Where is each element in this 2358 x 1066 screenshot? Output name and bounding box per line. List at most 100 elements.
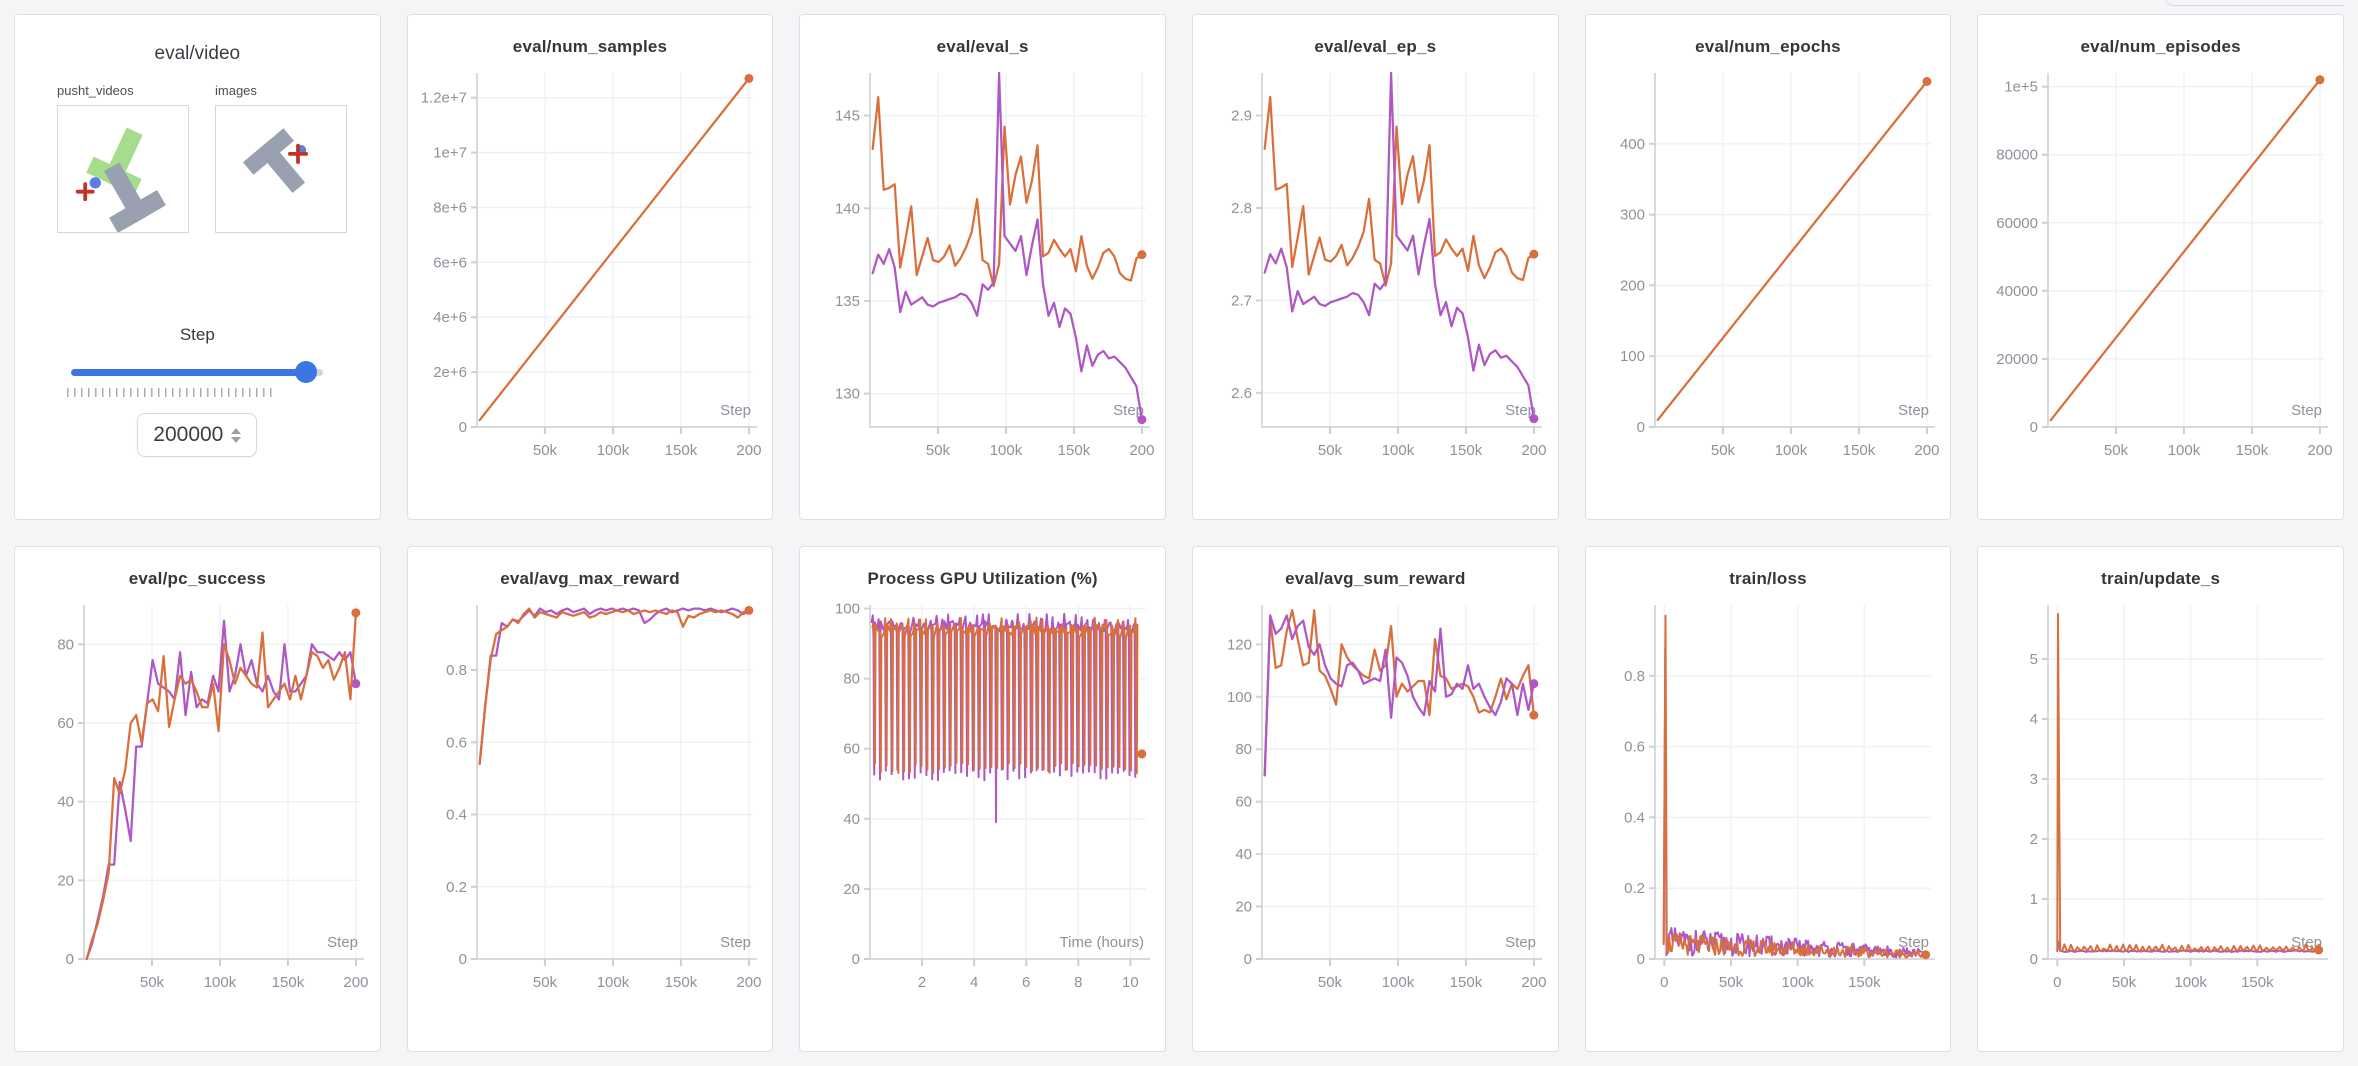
svg-text:2: 2 <box>2029 831 2037 848</box>
chart-title: eval/num_episodes <box>2080 37 2241 56</box>
chart-panel-eval-pc-success[interactable]: eval/pc_success 0 20 40 60 80 50k 100k 150k 200 S… <box>14 546 381 1052</box>
svg-text:150k: 150k <box>1843 442 1876 459</box>
svg-text:145: 145 <box>835 108 860 125</box>
pusht-image-icon <box>242 128 309 193</box>
svg-text:100k: 100k <box>1382 974 1415 991</box>
svg-text:100k: 100k <box>989 442 1022 459</box>
svg-text:50k: 50k <box>926 442 951 459</box>
spinner-up-icon[interactable] <box>231 427 242 434</box>
svg-text:0: 0 <box>2029 419 2037 436</box>
line-chart: 0 20 40 60 80 100 2 4 6 8 10 Time (hours) <box>835 601 1150 991</box>
svg-text:2: 2 <box>918 974 926 991</box>
svg-text:Step: Step <box>2291 402 2322 419</box>
line-chart: 130 135 140 145 50k 100k 150k 200 Step <box>835 71 1154 459</box>
pusht-video-thumbnail[interactable] <box>57 105 189 233</box>
chart-panel-gpu-utilization[interactable]: Process GPU Utilization (%) 0 20 40 60 80 100… <box>799 546 1166 1052</box>
line-chart: 0 20 40 60 80 100 120 50k 100k 150k 200 Step <box>1227 605 1547 991</box>
svg-text:135: 135 <box>835 293 860 310</box>
media-item-images: images <box>215 83 347 233</box>
chart-panel-eval-avg-max-reward[interactable]: eval/avg_max_reward 0 0.2 0.4 0.6 0.8 50k 100k… <box>406 546 774 1052</box>
svg-text:150k: 150k <box>665 442 698 459</box>
svg-text:Step: Step <box>1505 934 1536 951</box>
svg-text:Step: Step <box>327 934 358 951</box>
svg-text:100k: 100k <box>597 974 630 991</box>
svg-text:1e+7: 1e+7 <box>433 145 467 162</box>
svg-text:60: 60 <box>843 741 860 758</box>
svg-text:8e+6: 8e+6 <box>433 199 467 216</box>
chart-title: eval/pc_success <box>128 569 266 588</box>
svg-text:100: 100 <box>835 601 860 618</box>
chart-panel-eval-eval-s[interactable]: eval/eval_s 130 135 140 145 50k 100k 150k 200 St… <box>799 14 1166 520</box>
svg-text:Step: Step <box>1505 402 1536 419</box>
svg-text:100k: 100k <box>1781 974 1814 991</box>
step-number-input[interactable]: 200000 <box>137 413 258 457</box>
media-label: images <box>215 83 257 98</box>
images-thumbnail[interactable] <box>215 105 347 233</box>
chart-panel-eval-avg-sum-reward[interactable]: eval/avg_sum_reward 0 20 40 60 80 100 120 50k 10… <box>1191 546 1559 1052</box>
media-item-pusht-videos: pusht_videos <box>57 83 189 233</box>
svg-text:150k: 150k <box>272 974 305 991</box>
svg-text:60: 60 <box>58 715 75 732</box>
svg-text:0.2: 0.2 <box>446 879 467 896</box>
svg-text:200: 200 <box>1522 974 1547 991</box>
chart-panel-train-loss[interactable]: train/loss 0 0.2 0.4 0.6 0.8 0 50k 100k 150k Step <box>1584 546 1952 1052</box>
chart-panel-eval-num-epochs[interactable]: eval/num_epochs 0 100 200 300 400 50k 100k 150k… <box>1584 14 1952 520</box>
chart-panel-eval-num-episodes[interactable]: eval/num_episodes 0 20000 40000 60000 80000 1… <box>1977 14 2344 520</box>
chart-panel-train-update-s[interactable]: train/update_s 0 1 2 3 4 5 0 50k 100k 150k Step <box>1977 546 2344 1052</box>
svg-text:50k: 50k <box>1318 442 1343 459</box>
svg-text:20: 20 <box>58 872 75 889</box>
svg-text:150k: 150k <box>1848 974 1881 991</box>
svg-text:100k: 100k <box>2174 974 2207 991</box>
line-chart: 0 20000 40000 60000 80000 1e+5 50k 100k 150k 200 S… <box>1996 73 2332 459</box>
svg-text:40: 40 <box>58 794 75 811</box>
chart-title: eval/eval_s <box>936 37 1029 56</box>
svg-text:150k: 150k <box>1057 442 1090 459</box>
spinner-down-icon[interactable] <box>231 436 242 443</box>
svg-text:Step: Step <box>1898 402 1929 419</box>
svg-text:Step: Step <box>720 934 751 951</box>
svg-text:50k: 50k <box>2112 974 2137 991</box>
svg-text:150k: 150k <box>2241 974 2274 991</box>
line-chart: 0 100 200 300 400 50k 100k 150k 200 Step <box>1620 73 1939 459</box>
svg-text:1e+5: 1e+5 <box>2004 79 2038 96</box>
svg-text:100: 100 <box>1620 348 1645 365</box>
svg-text:2e+6: 2e+6 <box>433 364 467 381</box>
media-label: pusht_videos <box>57 83 134 98</box>
chart-title: eval/num_samples <box>512 37 668 56</box>
slider-thumb[interactable] <box>294 361 317 383</box>
svg-text:60000: 60000 <box>1996 215 2038 232</box>
chart-panel-eval-eval-ep-s[interactable]: eval/eval_ep_s 2.6 2.7 2.8 2.9 50k 100k 150k 20… <box>1191 14 1559 520</box>
svg-text:20: 20 <box>1236 899 1253 916</box>
number-spinner[interactable] <box>231 427 242 443</box>
chart-title: train/loss <box>1729 569 1807 588</box>
svg-text:20: 20 <box>843 881 860 898</box>
chart-panel-eval-num-samples[interactable]: eval/num_samples 0 2e+6 4e+6 6e+6 8e+6 1e+7 1.… <box>406 14 774 520</box>
line-chart: 0 0.2 0.4 0.6 0.8 50k 100k 150k 200 Step <box>446 605 761 991</box>
svg-text:200: 200 <box>344 974 369 991</box>
svg-text:0: 0 <box>1637 951 1645 968</box>
svg-text:60: 60 <box>1236 794 1253 811</box>
svg-text:4: 4 <box>970 974 978 991</box>
svg-text:0.4: 0.4 <box>1624 809 1645 826</box>
line-chart: 0 0.2 0.4 0.6 0.8 0 50k 100k 150k Step <box>1624 605 1935 991</box>
chart-title: eval/num_epochs <box>1695 37 1841 56</box>
step-slider[interactable] <box>71 361 324 383</box>
chart-title: eval/avg_sum_reward <box>1285 569 1466 588</box>
svg-text:40000: 40000 <box>1996 283 2038 300</box>
svg-text:200: 200 <box>1522 442 1547 459</box>
media-panel-eval-video[interactable]: eval/video pusht_videos <box>14 14 381 520</box>
svg-text:Step: Step <box>1898 934 1929 951</box>
svg-text:4e+6: 4e+6 <box>433 309 467 326</box>
svg-text:200: 200 <box>1129 442 1154 459</box>
chart-title: eval/eval_ep_s <box>1314 37 1437 56</box>
svg-text:6: 6 <box>1022 974 1030 991</box>
svg-text:6e+6: 6e+6 <box>433 254 467 271</box>
pusht-scene-icon <box>75 127 166 233</box>
svg-text:50k: 50k <box>1711 442 1736 459</box>
svg-text:150k: 150k <box>1450 442 1483 459</box>
svg-text:150k: 150k <box>2235 442 2268 459</box>
svg-text:400: 400 <box>1620 136 1645 153</box>
clipped-control-border <box>2165 0 2344 6</box>
svg-text:2.9: 2.9 <box>1231 108 1252 125</box>
